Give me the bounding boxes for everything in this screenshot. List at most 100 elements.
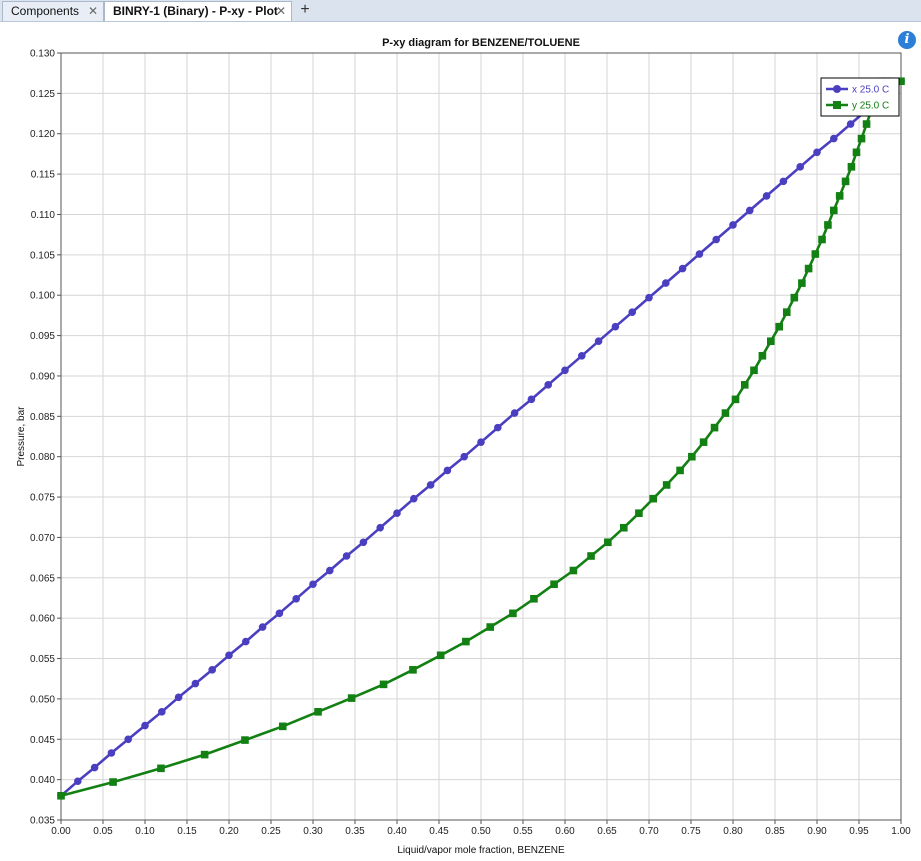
data-point	[750, 366, 758, 375]
data-point	[731, 395, 740, 404]
y-tick-label: 0.120	[30, 129, 55, 140]
data-point	[278, 722, 287, 731]
chart-grid	[60, 52, 902, 821]
x-tick-label: 0.45	[429, 826, 449, 837]
data-point	[796, 163, 804, 171]
data-point	[157, 764, 165, 773]
chart-legend: x 25.0 C y 25.0 C	[820, 77, 900, 117]
data-point	[376, 523, 385, 532]
data-point	[695, 250, 704, 258]
data-point	[628, 308, 636, 316]
y-tick-label: 0.035	[30, 816, 55, 827]
data-point	[678, 264, 687, 273]
y-tick-label: 0.090	[30, 371, 55, 382]
legend-entry-x: x 25.0 C	[826, 85, 889, 96]
x-axis-label: Liquid/vapor mole fraction, BENZENE	[397, 845, 565, 856]
data-point	[561, 366, 569, 375]
data-point	[443, 466, 452, 475]
tab-components-close-icon[interactable]: ✕	[87, 4, 98, 18]
x-tick-label: 0.10	[135, 826, 155, 837]
x-tick-label: 0.90	[807, 826, 827, 837]
tab-pxy-plot[interactable]: BINRY-1 (Binary) - P-xy - Plot ✕	[104, 1, 292, 21]
data-point	[830, 206, 838, 215]
legend-marker-y	[833, 101, 841, 109]
data-point	[762, 192, 771, 200]
x-tick-label: 0.65	[597, 826, 617, 837]
data-point	[688, 452, 696, 461]
data-point	[109, 778, 117, 786]
data-point	[569, 566, 578, 575]
x-tick-label: 0.55	[513, 826, 533, 837]
y-tick-label: 0.050	[30, 694, 55, 705]
data-point	[712, 235, 720, 244]
data-point	[191, 679, 200, 688]
legend-entry-y: y 25.0 C	[826, 101, 889, 112]
y-tick-label: 0.065	[30, 573, 55, 584]
data-point	[436, 651, 445, 660]
data-point	[779, 177, 788, 186]
data-point	[746, 206, 754, 215]
y-axis-ticks: 0.035 0.040 0.045 0.050 0.055 0.060 0.065 0.070…	[30, 49, 61, 827]
x-tick-label: 0.25	[261, 826, 281, 837]
data-point	[804, 264, 813, 273]
x-tick-label: 0.75	[681, 826, 701, 837]
y-tick-label: 0.060	[30, 614, 55, 625]
data-point	[410, 494, 418, 503]
plot-panel	[0, 22, 921, 861]
y-tick-label: 0.075	[30, 493, 55, 504]
data-point	[578, 351, 586, 360]
data-point	[721, 409, 730, 417]
data-point	[477, 438, 485, 446]
data-point	[775, 322, 783, 331]
data-point	[347, 694, 356, 702]
x-tick-label: 0.15	[177, 826, 197, 837]
x-tick-label: 1.00	[891, 826, 911, 837]
data-point	[811, 250, 820, 258]
tab-components[interactable]: Components ✕	[2, 1, 104, 21]
data-point	[611, 322, 620, 331]
data-point	[841, 177, 850, 186]
data-point	[847, 163, 856, 171]
data-point	[509, 609, 517, 618]
data-point	[604, 538, 612, 547]
y-tick-label: 0.055	[30, 654, 55, 665]
y-tick-label: 0.085	[30, 412, 55, 423]
y-tick-label: 0.080	[30, 452, 55, 463]
data-point	[824, 221, 832, 229]
data-point	[862, 120, 871, 128]
y-axis-label: Pressure, bar	[16, 406, 27, 467]
y-tick-label: 0.115	[31, 170, 56, 181]
x-tick-label: 0.50	[471, 826, 491, 837]
data-point	[225, 651, 233, 660]
x-axis-ticks: 0.00 0.05 0.10 0.15 0.20 0.25 0.30 0.35 0.40 0.45…	[51, 820, 911, 837]
data-point	[90, 763, 99, 772]
data-point	[107, 749, 116, 757]
data-point	[645, 293, 653, 302]
x-tick-label: 0.95	[849, 826, 869, 837]
data-point	[897, 77, 905, 86]
data-point	[767, 337, 775, 346]
data-point	[635, 509, 643, 517]
data-point	[409, 666, 417, 674]
y-tick-label: 0.125	[30, 89, 55, 100]
data-point	[527, 395, 536, 404]
data-point	[241, 736, 249, 744]
x-tick-label: 0.05	[93, 826, 113, 837]
data-point	[326, 566, 334, 575]
chart-series	[57, 77, 905, 800]
data-point	[292, 594, 301, 603]
x-tick-label: 0.35	[345, 826, 365, 837]
x-tick-label: 0.70	[639, 826, 659, 837]
tab-pxy-plot-close-icon[interactable]: ✕	[275, 4, 286, 18]
y-tick-label: 0.105	[30, 250, 55, 261]
add-tab-icon[interactable]: +	[300, 1, 310, 18]
info-icon[interactable]: i	[898, 31, 916, 49]
legend-box	[820, 77, 900, 117]
y-tick-label: 0.045	[30, 735, 55, 746]
data-point	[550, 580, 558, 589]
data-point	[57, 791, 65, 800]
data-point	[530, 594, 538, 603]
data-point	[740, 381, 749, 389]
data-point	[359, 538, 368, 547]
